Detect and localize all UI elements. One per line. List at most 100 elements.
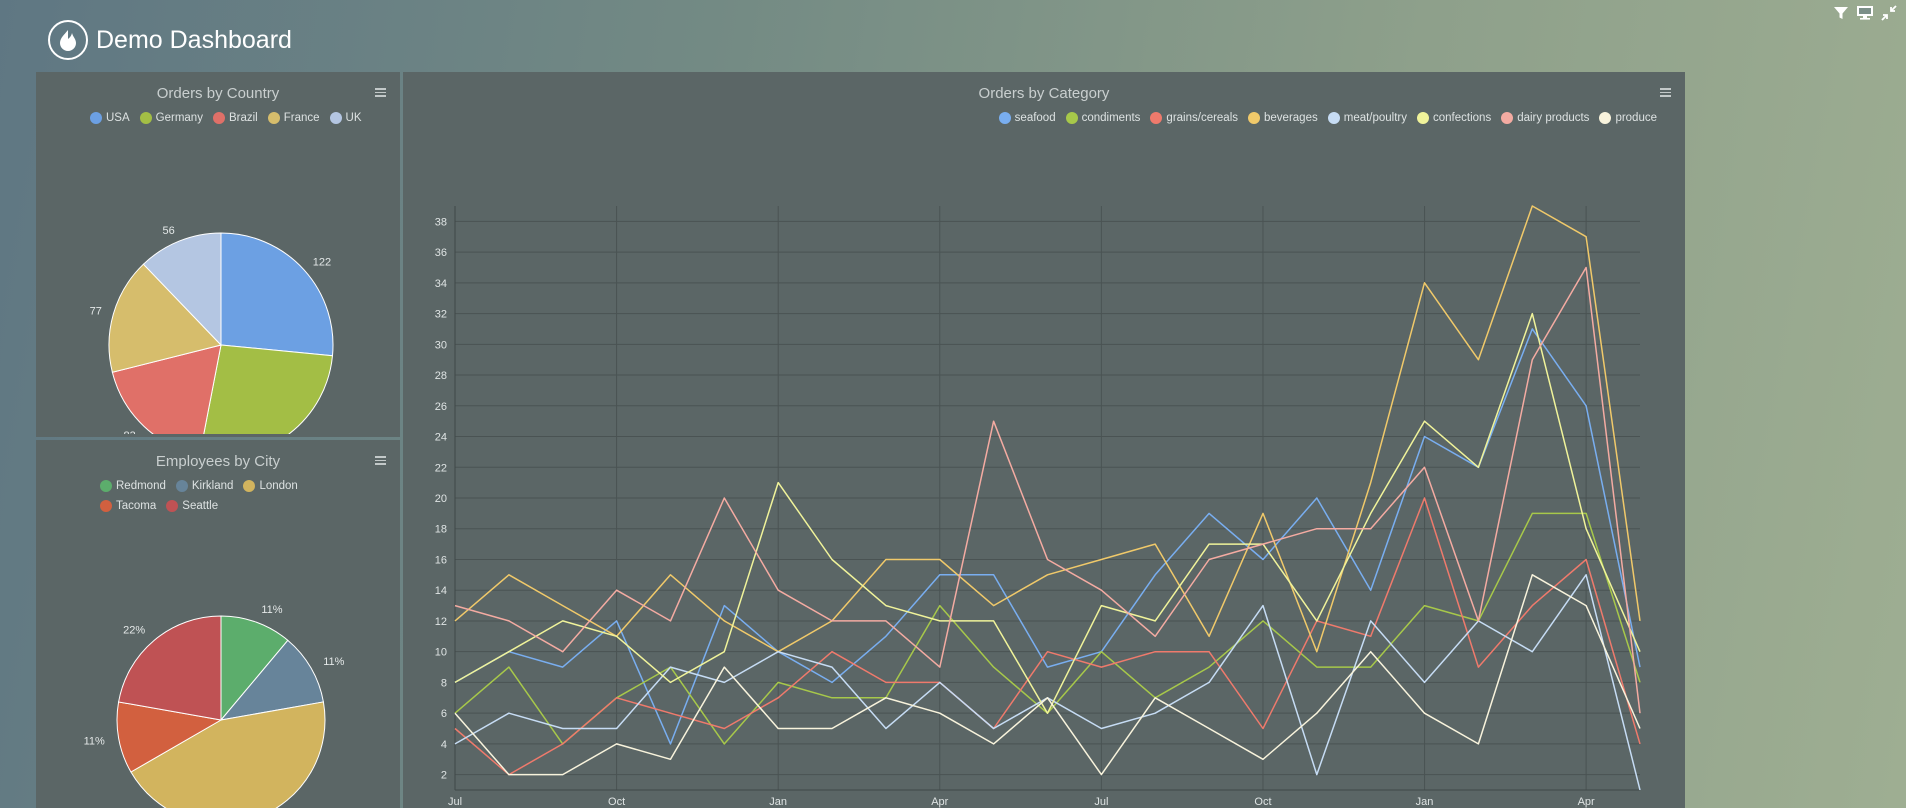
legend-marker bbox=[90, 112, 102, 124]
legend-marker bbox=[1248, 112, 1261, 124]
y-tick-label: 26 bbox=[435, 401, 447, 413]
legend-label: beverages bbox=[1264, 112, 1318, 124]
legend-marker bbox=[1150, 112, 1163, 124]
x-tick-month: Jul bbox=[448, 796, 462, 808]
pie-slice-usa[interactable] bbox=[220, 232, 334, 357]
y-tick-label: 8 bbox=[441, 677, 447, 689]
legend-item-tacoma[interactable]: Tacoma bbox=[100, 496, 156, 516]
legend-item-france[interactable]: France bbox=[267, 108, 320, 128]
legend-item-produce[interactable]: produce bbox=[1599, 108, 1657, 128]
employees-by-city-legend: Redmond Kirkland London Tacoma Seattle bbox=[100, 476, 350, 516]
legend-marker bbox=[267, 112, 280, 124]
legend-marker bbox=[243, 480, 256, 492]
pie-data-label: 22% bbox=[123, 625, 145, 637]
orders-by-country-legend: USA Germany Brazil France UK bbox=[90, 108, 390, 128]
legend-item-meat-poultry[interactable]: meat/poultry bbox=[1327, 108, 1408, 128]
collapse-icon[interactable] bbox=[1880, 4, 1898, 22]
chart-menu-icon[interactable] bbox=[375, 88, 386, 97]
series-line-beverages[interactable] bbox=[454, 205, 1641, 653]
legend-marker bbox=[175, 480, 188, 492]
legend-marker bbox=[1065, 112, 1078, 124]
pie-slice-seattle[interactable] bbox=[118, 615, 222, 721]
legend-label: condiments bbox=[1081, 112, 1141, 124]
orders-by-country-title: Orders by Country bbox=[156, 85, 280, 102]
legend-marker bbox=[166, 500, 179, 512]
series-line-grains-cereals[interactable] bbox=[454, 497, 1641, 776]
pie-slice-kirkland[interactable] bbox=[219, 639, 324, 721]
legend-item-uk[interactable]: UK bbox=[329, 108, 362, 128]
legend-label: dairy products bbox=[1517, 112, 1590, 124]
y-tick-label: 22 bbox=[435, 462, 447, 474]
legend-item-seattle[interactable]: Seattle bbox=[166, 496, 218, 516]
legend-item-confections[interactable]: confections bbox=[1417, 108, 1491, 128]
y-tick-label: 12 bbox=[435, 616, 447, 628]
series-line-seafood[interactable] bbox=[454, 328, 1641, 745]
x-tick-month: Jan bbox=[1416, 796, 1434, 808]
y-tick-label: 34 bbox=[435, 278, 447, 290]
legend-label: USA bbox=[106, 112, 130, 124]
y-tick-label: 32 bbox=[435, 309, 447, 321]
pie-slice-uk[interactable] bbox=[142, 232, 222, 347]
chart-menu-icon[interactable] bbox=[1660, 88, 1671, 97]
top-toolbar bbox=[1832, 4, 1898, 22]
legend-item-germany[interactable]: Germany bbox=[139, 108, 203, 128]
pie-slice-tacoma[interactable] bbox=[116, 701, 223, 773]
orders-by-category-legend: seafood condiments grains/cereals beverages… bbox=[998, 108, 1667, 128]
legend-marker bbox=[1599, 112, 1612, 124]
legend-label: meat/poultry bbox=[1343, 112, 1408, 124]
legend-label: grains/cereals bbox=[1166, 112, 1239, 124]
legend-item-seafood[interactable]: seafood bbox=[998, 108, 1056, 128]
legend-label: Kirkland bbox=[191, 480, 234, 492]
pie-slice-france[interactable] bbox=[108, 263, 222, 373]
orders-by-category-line-chart: 2468101214161820222426283032343638Jul201… bbox=[435, 205, 1641, 808]
legend-item-dairy-products[interactable]: dairy products bbox=[1501, 108, 1589, 128]
series-line-dairy-products[interactable] bbox=[454, 266, 1641, 714]
y-tick-label: 20 bbox=[435, 493, 447, 505]
legend-marker bbox=[212, 112, 225, 124]
legend-item-grains-cereals[interactable]: grains/cereals bbox=[1150, 108, 1238, 128]
pie-slice-germany[interactable] bbox=[200, 344, 334, 434]
pie-data-label: 11% bbox=[323, 656, 344, 668]
x-tick-month: Oct bbox=[1254, 796, 1271, 808]
legend-label: produce bbox=[1615, 112, 1657, 124]
orders-by-category-panel: Orders by Category seafood condiments grai… bbox=[403, 72, 1685, 808]
pie-data-label: 83 bbox=[123, 430, 135, 434]
orders-by-category-title: Orders by Category bbox=[978, 85, 1110, 102]
legend-item-kirkland[interactable]: Kirkland bbox=[175, 476, 234, 496]
orders-by-country-pie: 122122837756 bbox=[90, 225, 334, 434]
legend-marker bbox=[1501, 112, 1514, 124]
employees-by-city-pie: 11%11%44%11%22% bbox=[84, 604, 345, 808]
series-line-produce[interactable] bbox=[454, 574, 1641, 776]
y-tick-label: 2 bbox=[441, 770, 447, 782]
legend-marker bbox=[139, 112, 152, 124]
y-tick-label: 14 bbox=[435, 585, 447, 597]
orders-by-country-panel: Orders by Country USA Germany Brazil France… bbox=[36, 72, 400, 437]
legend-label: Seattle bbox=[182, 500, 219, 512]
legend-item-london[interactable]: London bbox=[243, 476, 298, 496]
x-tick-month: Jan bbox=[769, 796, 787, 808]
pie-slice-london[interactable] bbox=[130, 701, 326, 808]
y-tick-label: 36 bbox=[435, 247, 447, 259]
y-tick-label: 28 bbox=[435, 370, 447, 382]
legend-label: UK bbox=[345, 112, 362, 124]
y-tick-label: 4 bbox=[441, 739, 447, 751]
x-tick-month: Jul bbox=[1094, 796, 1108, 808]
legend-label: seafood bbox=[1014, 112, 1056, 124]
pie-data-label: 122 bbox=[313, 257, 331, 269]
app-header: Demo Dashboard bbox=[48, 18, 292, 62]
filter-icon[interactable] bbox=[1832, 4, 1850, 22]
legend-item-beverages[interactable]: beverages bbox=[1248, 108, 1318, 128]
legend-item-usa[interactable]: USA bbox=[90, 108, 130, 128]
legend-marker bbox=[329, 112, 342, 124]
legend-item-condiments[interactable]: condiments bbox=[1065, 108, 1141, 128]
pie-data-label: 11% bbox=[261, 604, 282, 616]
x-tick-month: Oct bbox=[608, 796, 625, 808]
series-line-confections[interactable] bbox=[454, 312, 1641, 714]
pie-slice-redmond[interactable] bbox=[220, 615, 289, 722]
legend-item-brazil[interactable]: Brazil bbox=[212, 108, 258, 128]
legend-label: confections bbox=[1433, 112, 1492, 124]
pie-slice-brazil[interactable] bbox=[111, 344, 222, 434]
legend-item-redmond[interactable]: Redmond bbox=[100, 476, 166, 496]
monitor-icon[interactable] bbox=[1856, 4, 1874, 22]
chart-menu-icon[interactable] bbox=[375, 456, 386, 465]
